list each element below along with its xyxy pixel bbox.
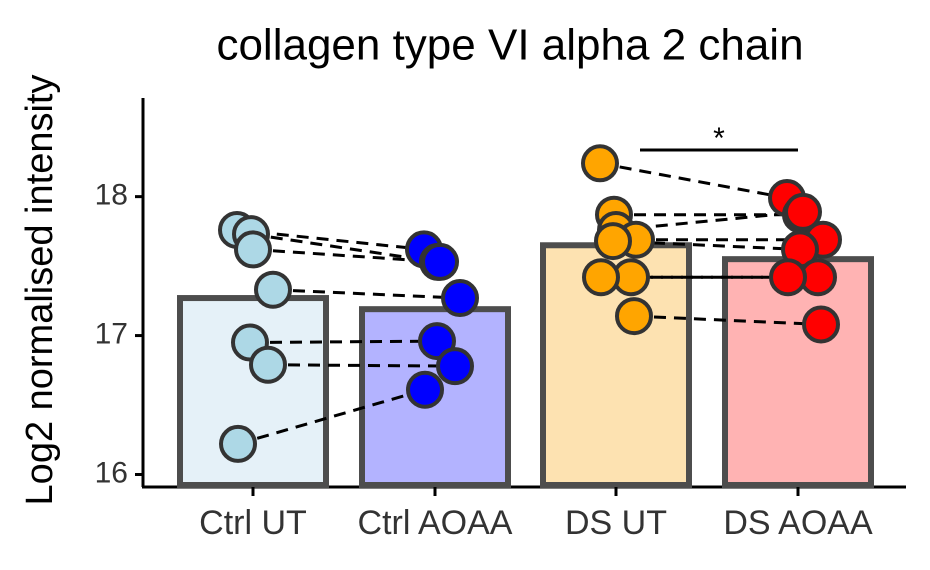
data-point: [802, 305, 840, 344]
y-tick-label: 16: [95, 456, 128, 489]
data-point: [436, 347, 474, 386]
chart-title: collagen type VI alpha 2 chain: [216, 21, 803, 70]
x-tick-label: DS AOAA: [723, 504, 873, 542]
x-tick-label: Ctrl UT: [199, 504, 307, 542]
data-point: [421, 242, 459, 281]
data-point: [615, 297, 653, 336]
pair-line: [237, 388, 426, 446]
x-tick-label: DS UT: [565, 504, 667, 542]
x-tick-label: Ctrl AOAA: [358, 504, 513, 542]
data-point: [219, 424, 257, 463]
data-point: [441, 279, 479, 318]
pair-line: [267, 363, 456, 368]
data-point: [784, 192, 822, 231]
data-point: [594, 222, 632, 261]
pair-line: [250, 232, 439, 264]
pair-line: [272, 288, 461, 300]
significance-label: *: [713, 122, 725, 155]
pair-line: [633, 314, 822, 326]
data-point: [406, 370, 444, 409]
data-point: [418, 322, 456, 361]
pair-line: [599, 161, 788, 200]
data-point: [249, 345, 287, 384]
pair-line: [252, 247, 441, 264]
pair-line: [249, 339, 438, 345]
y-tick-label: 18: [95, 179, 128, 212]
data-point: [234, 230, 272, 269]
data-point: [582, 258, 620, 297]
data-point: [581, 144, 619, 183]
y-axis-label: Log2 normalised intensity: [19, 75, 61, 506]
y-tick-label: 17: [95, 317, 128, 350]
data-point: [769, 258, 807, 297]
data-point: [254, 270, 292, 309]
